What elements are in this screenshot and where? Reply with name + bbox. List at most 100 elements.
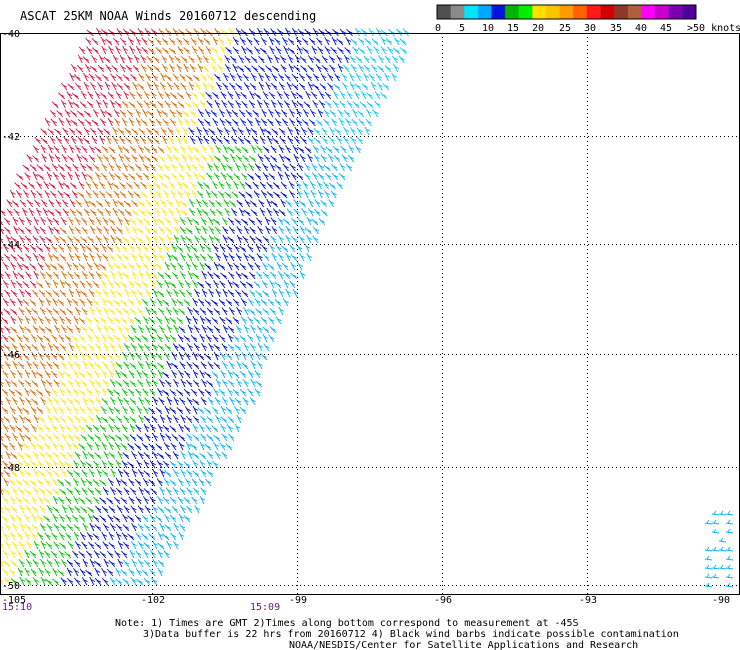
wind-barb xyxy=(34,199,41,208)
wind-barb xyxy=(177,190,184,199)
wind-barb xyxy=(387,46,394,55)
wind-barb xyxy=(200,217,207,226)
wind-barb xyxy=(298,73,306,82)
wind-barb xyxy=(184,352,191,361)
wind-barb xyxy=(211,190,218,199)
wind-barb xyxy=(388,28,395,37)
wind-barb xyxy=(162,496,170,505)
wind-barb xyxy=(52,217,60,226)
wind-barb xyxy=(101,271,109,280)
wind-barb xyxy=(239,370,247,379)
wind-barb xyxy=(88,271,95,280)
wind-barb xyxy=(205,46,212,55)
wind-barb xyxy=(114,442,121,451)
legend-color-block xyxy=(668,5,683,19)
wind-barb xyxy=(113,515,121,523)
wind-barb xyxy=(102,74,109,82)
wind-barb xyxy=(93,460,100,469)
wind-barb xyxy=(1,442,9,451)
wind-barb xyxy=(66,487,74,496)
wind-barb xyxy=(135,244,142,253)
wind-barb xyxy=(173,234,180,244)
wind-barb xyxy=(57,569,65,577)
wind-barb xyxy=(72,388,79,397)
wind-barb xyxy=(107,550,114,559)
wind-barb xyxy=(1,515,9,523)
wind-barb xyxy=(159,468,166,478)
wind-barb xyxy=(270,28,277,37)
wind-barb xyxy=(144,397,151,406)
wind-barb xyxy=(62,199,69,208)
wind-barb xyxy=(94,577,102,586)
wind-barb xyxy=(30,568,37,577)
wind-barb xyxy=(39,289,46,298)
wind-barb xyxy=(269,307,277,316)
wind-barb xyxy=(38,567,45,577)
wind-barb xyxy=(61,154,68,163)
wind-barb xyxy=(277,171,284,181)
wind-barb xyxy=(182,37,190,46)
wind-barb xyxy=(225,181,232,190)
wind-barb xyxy=(118,208,125,217)
wind-barb xyxy=(103,342,110,352)
wind-barb xyxy=(232,334,240,343)
wind-barb xyxy=(221,217,228,226)
wind-barb xyxy=(328,153,335,163)
wind-barb xyxy=(207,361,214,370)
wind-barb xyxy=(299,252,306,262)
wind-barb xyxy=(164,315,171,325)
wind-barb xyxy=(285,199,293,208)
wind-barb xyxy=(166,324,173,334)
wind-barb xyxy=(88,289,95,298)
wind-barb xyxy=(169,425,177,433)
wind-barb xyxy=(180,82,187,91)
wind-barb xyxy=(155,407,163,415)
wind-barb xyxy=(96,324,103,334)
wind-barb xyxy=(249,397,256,406)
wind-barb xyxy=(37,352,44,361)
wind-barb xyxy=(155,190,162,199)
wind-barb xyxy=(216,127,223,136)
wind-barb xyxy=(282,218,291,226)
wind-barb xyxy=(15,389,23,397)
wind-barb xyxy=(178,308,186,316)
wind-barb xyxy=(164,451,172,460)
wind-barb xyxy=(105,191,113,199)
wind-barb xyxy=(704,555,713,561)
wind-barb xyxy=(187,343,194,352)
wind-barb xyxy=(171,351,178,361)
wind-barb xyxy=(162,533,170,541)
wind-barb xyxy=(227,217,235,226)
wind-barb xyxy=(180,414,187,424)
wind-barb xyxy=(157,549,164,559)
wind-barb xyxy=(262,253,270,262)
wind-barb xyxy=(6,208,13,217)
wind-barb xyxy=(163,163,170,172)
wind-barb xyxy=(171,297,178,307)
wind-barb xyxy=(140,54,147,64)
wind-barb xyxy=(259,207,266,217)
wind-barb xyxy=(101,45,108,55)
wind-barb xyxy=(86,388,93,397)
wind-barb xyxy=(186,361,193,370)
wind-barb xyxy=(113,190,120,199)
wind-barb xyxy=(113,389,121,397)
wind-barb xyxy=(31,315,38,325)
wind-barb xyxy=(178,326,186,334)
wind-barb xyxy=(202,182,210,190)
wind-barb xyxy=(298,82,306,91)
wind-barb xyxy=(178,513,185,523)
wind-barb xyxy=(127,334,135,343)
wind-barb xyxy=(185,243,192,253)
wind-barb xyxy=(227,146,235,154)
wind-barb xyxy=(164,91,171,100)
wind-barb xyxy=(282,163,289,172)
wind-barb xyxy=(213,172,220,181)
wind-barb xyxy=(364,38,372,46)
wind-barb xyxy=(24,470,32,478)
wind-barb xyxy=(245,191,253,199)
wind-barb xyxy=(197,118,204,127)
wind-barb xyxy=(328,182,336,190)
wind-barb xyxy=(131,226,138,235)
wind-barb xyxy=(122,28,130,37)
